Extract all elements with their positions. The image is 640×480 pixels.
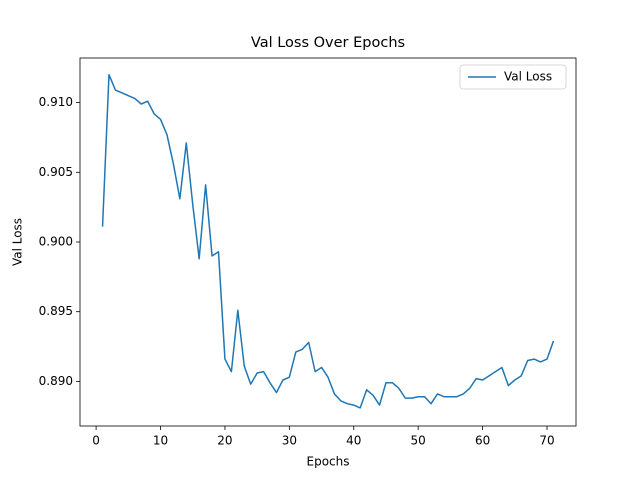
y-tick-label: 0.895 [39, 304, 73, 318]
x-tick-label: 50 [411, 434, 426, 448]
chart-title: Val Loss Over Epochs [251, 35, 405, 51]
x-tick-label: 40 [346, 434, 361, 448]
x-tick-label: 60 [475, 434, 490, 448]
y-tick-label: 0.890 [39, 374, 73, 388]
x-tick-label: 10 [153, 434, 168, 448]
line-series [101, 73, 555, 409]
y-tick-label: 0.910 [39, 95, 73, 109]
legend-box [459, 64, 567, 90]
x-tick-label: 70 [539, 434, 554, 448]
x-tick-label: 30 [282, 434, 297, 448]
y-tick-label: 0.905 [39, 165, 73, 179]
x-tick-label: 0 [92, 434, 100, 448]
legend-label: Val Loss [504, 70, 552, 84]
y-axis-label: Val Loss [11, 218, 25, 266]
y-tick-label: 0.900 [39, 235, 73, 249]
x-tick-label: 20 [217, 434, 232, 448]
plot-frame [79, 57, 577, 427]
x-axis-label: Epochs [307, 455, 350, 469]
